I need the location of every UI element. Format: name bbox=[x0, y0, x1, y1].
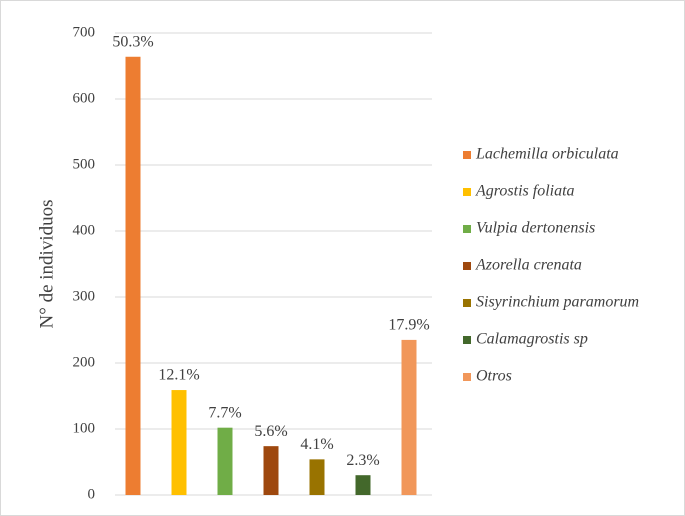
data-label: 12.1% bbox=[158, 367, 199, 384]
legend-text: Azorella crenata bbox=[475, 257, 582, 274]
legend-text: Sisyrinchium paramorum bbox=[476, 294, 639, 311]
data-label: 17.9% bbox=[388, 317, 429, 334]
legend-swatch bbox=[463, 262, 471, 270]
y-tick-label: 100 bbox=[73, 420, 96, 436]
legend-swatch bbox=[463, 151, 471, 159]
data-label: 7.7% bbox=[208, 404, 241, 421]
legend-swatch bbox=[463, 188, 471, 196]
data-label: 4.1% bbox=[300, 436, 333, 453]
bar bbox=[125, 56, 141, 495]
legend-text: Agrostis foliata bbox=[475, 183, 575, 200]
legend-swatch bbox=[463, 299, 471, 307]
y-tick-label: 600 bbox=[73, 90, 96, 106]
bar bbox=[401, 339, 417, 495]
legend-swatch bbox=[463, 225, 471, 233]
legend-text: Otros bbox=[476, 368, 512, 385]
legend-text: Calamagrostis sp bbox=[476, 331, 588, 348]
legend-text: Lachemilla orbiculata bbox=[475, 146, 619, 163]
y-tick-label: 200 bbox=[73, 354, 96, 370]
bar bbox=[171, 390, 187, 495]
bar bbox=[309, 459, 325, 495]
data-label: 50.3% bbox=[112, 33, 153, 50]
y-tick-label: 700 bbox=[73, 24, 96, 40]
y-tick-label: 0 bbox=[88, 486, 96, 502]
y-axis-label: N° de individuos bbox=[36, 200, 57, 329]
legend-text: Vulpia dertonensis bbox=[476, 220, 595, 237]
legend-swatch bbox=[463, 336, 471, 344]
y-tick-label: 400 bbox=[73, 222, 96, 238]
data-label: 5.6% bbox=[254, 423, 287, 440]
y-tick-label: 500 bbox=[73, 156, 96, 172]
bar bbox=[355, 475, 371, 495]
bar bbox=[263, 446, 279, 495]
y-tick-label: 300 bbox=[73, 288, 96, 304]
data-label: 2.3% bbox=[346, 452, 379, 469]
bar bbox=[217, 427, 233, 495]
legend-swatch bbox=[463, 373, 471, 381]
